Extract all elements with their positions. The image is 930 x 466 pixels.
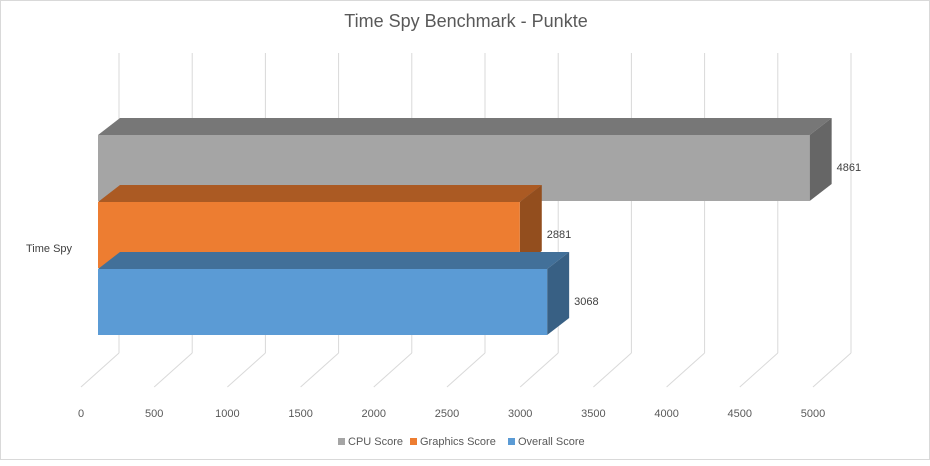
bar xyxy=(98,269,548,335)
legend-swatch xyxy=(338,438,345,445)
bar-top-face xyxy=(98,118,832,135)
data-label: 4861 xyxy=(837,162,861,174)
floor-gridline xyxy=(300,352,339,388)
legend-label: Overall Score xyxy=(518,436,585,448)
chart-title: Time Spy Benchmark - Punkte xyxy=(344,11,588,31)
x-tick-label: 5000 xyxy=(801,408,825,420)
legend-swatch xyxy=(508,438,515,445)
x-tick-label: 4500 xyxy=(728,408,752,420)
legend-swatch xyxy=(410,438,417,445)
bar-side-face xyxy=(809,118,832,201)
x-tick-label: 4000 xyxy=(654,408,678,420)
x-tick-label: 0 xyxy=(78,408,84,420)
floor-gridline xyxy=(373,352,413,388)
floor-gridline xyxy=(812,352,852,388)
bar-top-face xyxy=(98,185,542,202)
legend-label: CPU Score xyxy=(348,436,403,448)
x-tick-label: 3500 xyxy=(581,408,605,420)
x-tick-label: 2500 xyxy=(435,408,459,420)
bar-side-face xyxy=(547,252,570,335)
x-tick-label: 500 xyxy=(145,408,163,420)
floor-gridline xyxy=(519,352,559,388)
y-category-label: Time Spy xyxy=(26,243,73,255)
floor-gridline xyxy=(593,352,632,388)
floor-gridline xyxy=(153,352,193,388)
floor-gridline xyxy=(80,352,120,388)
legend-label: Graphics Score xyxy=(420,436,496,448)
x-tick-label: 2000 xyxy=(362,408,386,420)
bar-top-face xyxy=(98,252,570,269)
x-tick-label: 3000 xyxy=(508,408,532,420)
floor-gridline xyxy=(446,352,486,388)
floor-gridline xyxy=(739,352,779,388)
data-label: 3068 xyxy=(574,296,598,308)
bar-side-face xyxy=(519,185,542,268)
floor-gridline xyxy=(227,352,266,388)
floor-gridline xyxy=(666,352,705,388)
x-tick-label: 1000 xyxy=(215,408,239,420)
data-label: 2881 xyxy=(547,229,571,241)
x-tick-label: 1500 xyxy=(288,408,312,420)
